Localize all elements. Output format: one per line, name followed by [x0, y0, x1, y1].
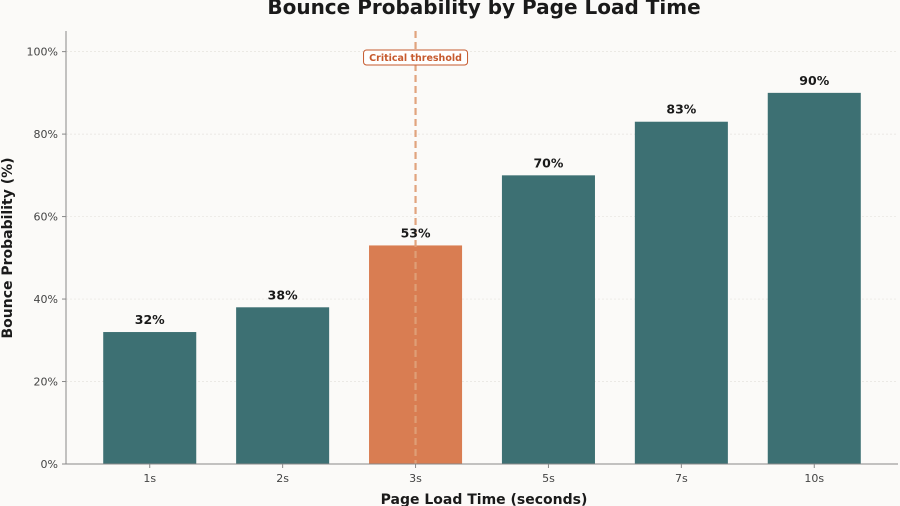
label-layer: 0% 20% 40% 60% 80% 100% 32% 1s 38% 2s 53% 3s 70% 5s 83…	[27, 46, 830, 485]
x-tick-label-5s: 5s	[542, 472, 555, 485]
axis-layer	[62, 31, 898, 468]
bar-2s	[236, 307, 330, 464]
annotation-critical-threshold: Critical threshold	[369, 53, 462, 64]
y-tick-label: 20%	[34, 376, 58, 389]
x-tick-label-7s: 7s	[675, 472, 688, 485]
y-tick-label: 0%	[41, 458, 58, 471]
x-axis-label: Page Load Time (seconds)	[381, 492, 588, 506]
bar-7s	[634, 121, 728, 464]
data-label-10s: 90%	[799, 73, 829, 88]
y-tick-label: 40%	[34, 293, 58, 306]
grid-layer	[66, 51, 898, 382]
y-tick-label: 100%	[27, 46, 58, 59]
data-label-2s: 38%	[268, 287, 298, 302]
data-label-5s: 70%	[533, 155, 563, 170]
bar-5s	[501, 175, 595, 465]
x-tick-label-2s: 2s	[276, 472, 289, 485]
y-axis-label: Bounce Probability (%)	[0, 157, 16, 338]
data-label-3s: 53%	[401, 225, 431, 240]
bar-1s	[103, 332, 197, 464]
y-tick-label: 60%	[34, 211, 58, 224]
y-tick-label: 80%	[34, 128, 58, 141]
chart-title: Bounce Probability by Page Load Time	[267, 0, 700, 19]
x-tick-label-10s: 10s	[804, 472, 824, 485]
annotation-box	[363, 49, 469, 66]
data-label-7s: 83%	[666, 102, 696, 117]
data-label-1s: 32%	[135, 312, 165, 327]
x-tick-label-1s: 1s	[143, 472, 156, 485]
x-tick-label-3s: 3s	[409, 472, 422, 485]
bar-10s	[767, 92, 861, 464]
bar-layer	[103, 92, 861, 465]
